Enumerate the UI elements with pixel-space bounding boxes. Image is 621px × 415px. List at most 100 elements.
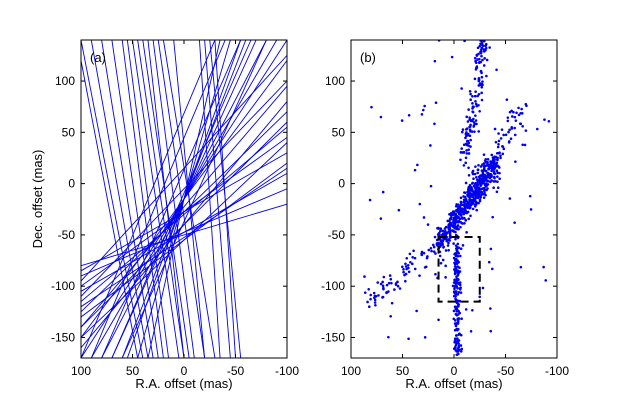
scatter-point xyxy=(460,130,464,134)
scatter-point xyxy=(454,324,458,327)
scatter-point xyxy=(519,122,523,126)
scatter-point xyxy=(388,274,392,277)
scatter-point xyxy=(467,141,471,145)
line-mark xyxy=(81,162,287,318)
scatter-point xyxy=(466,206,469,209)
scatter-point xyxy=(529,208,533,211)
scatter-point xyxy=(480,75,484,79)
scatter-point xyxy=(476,168,480,172)
scatter-point xyxy=(456,338,459,341)
line-mark xyxy=(152,40,195,358)
scatter-point xyxy=(486,158,490,161)
line-mark xyxy=(147,40,185,358)
scatter-point xyxy=(429,184,433,188)
scatter-point xyxy=(373,298,377,302)
scatter-point xyxy=(473,172,477,176)
scatter-point xyxy=(535,127,539,131)
scatter-point xyxy=(470,130,474,133)
scatter-point xyxy=(394,282,398,285)
scatter-point xyxy=(478,295,482,299)
scatter-point xyxy=(367,305,371,309)
scatter-point xyxy=(434,272,437,276)
panel-label-a: (a) xyxy=(90,50,106,65)
scatter-point xyxy=(472,177,475,181)
scatter-point xyxy=(474,99,477,103)
scatter-point xyxy=(430,249,433,253)
scatter-point xyxy=(387,281,391,285)
x-tick-label: 100 xyxy=(341,364,361,378)
scatter-point xyxy=(453,287,456,291)
scatter-point xyxy=(458,281,462,284)
scatter-point xyxy=(444,225,448,229)
scatter-point xyxy=(482,64,486,67)
scatter-point xyxy=(400,119,404,122)
scatter-point xyxy=(457,290,461,294)
scatter-point xyxy=(457,348,461,352)
scatter-point xyxy=(453,285,456,288)
scatter-point xyxy=(458,270,462,273)
scatter-point xyxy=(447,238,450,242)
scatter-point xyxy=(438,230,442,233)
scatter-point xyxy=(402,268,405,271)
scatter-point xyxy=(409,260,412,264)
scatter-point xyxy=(402,270,405,274)
scatter-point xyxy=(437,227,440,230)
scatter-point xyxy=(460,147,463,150)
scatter-point xyxy=(479,193,483,197)
scatter-point xyxy=(454,244,458,247)
scatter-point xyxy=(444,249,448,252)
scatter-point xyxy=(493,127,497,131)
scatter-point xyxy=(385,283,389,287)
scatter-point xyxy=(474,90,477,93)
scatter-point xyxy=(455,277,458,281)
scatter-point xyxy=(456,203,460,206)
scatter-point xyxy=(483,159,487,163)
line-mark xyxy=(81,126,287,302)
scatter-point xyxy=(498,177,501,181)
scatter-point xyxy=(502,147,506,151)
scatter-point xyxy=(489,307,492,310)
scatter-point xyxy=(468,195,471,199)
scatter-point xyxy=(485,74,488,78)
scatter-point xyxy=(421,108,425,112)
scatter-point xyxy=(452,347,456,350)
scatter-point xyxy=(450,55,454,59)
scatter-point xyxy=(492,170,496,174)
y-tick-label: 100 xyxy=(55,74,75,88)
scatter-point xyxy=(407,113,411,117)
scatter-point xyxy=(465,231,468,234)
scatter-point xyxy=(453,337,457,341)
scatter-point xyxy=(476,94,479,98)
scatter-point xyxy=(459,291,463,294)
scatter-point xyxy=(482,167,486,170)
scatter-point xyxy=(462,143,466,147)
scatter-point xyxy=(412,249,415,253)
scatter-point xyxy=(469,138,472,142)
scatter-point xyxy=(415,309,418,313)
scatter-point xyxy=(476,171,480,175)
scatter-point xyxy=(496,158,499,162)
scatter-point xyxy=(483,187,486,190)
scatter-point xyxy=(469,123,472,127)
scatter-series xyxy=(363,40,551,357)
scatter-point xyxy=(462,164,466,167)
scatter-point xyxy=(464,218,468,222)
scatter-point xyxy=(506,116,510,119)
scatter-point xyxy=(458,254,462,258)
scatter-point xyxy=(465,134,468,138)
scatter-point xyxy=(499,154,502,157)
line-mark xyxy=(81,167,287,308)
scatter-point xyxy=(490,153,494,157)
scatter-point xyxy=(483,40,486,43)
scatter-point xyxy=(472,193,476,197)
scatter-point xyxy=(500,128,504,131)
scatter-point xyxy=(454,215,457,219)
scatter-point xyxy=(490,179,493,182)
scatter-point xyxy=(468,197,472,201)
scatter-point xyxy=(472,125,475,128)
scatter-point xyxy=(469,214,472,218)
scatter-point xyxy=(462,212,466,216)
scatter-point xyxy=(468,206,472,209)
scatter-point xyxy=(480,42,484,46)
line-mark xyxy=(81,40,144,358)
